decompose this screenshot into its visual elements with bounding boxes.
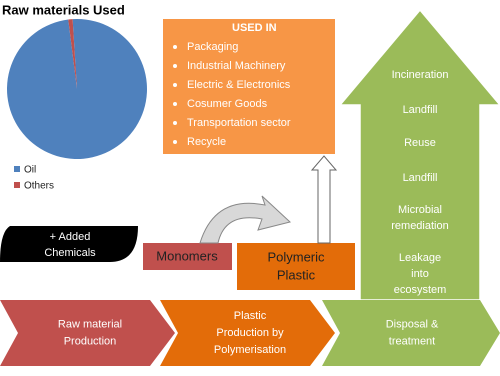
used-in-item: Industrial Machinery xyxy=(187,60,286,72)
polymeric-text: Polymeric xyxy=(267,249,325,264)
stage-chevron xyxy=(160,300,335,366)
disposal-item: Reuse xyxy=(404,137,436,149)
used-in-item: Electric & Electronics xyxy=(187,79,291,91)
disposal-item: Landfill xyxy=(403,172,438,184)
used-in-box xyxy=(161,17,337,156)
pie-title: Raw materials Used xyxy=(2,2,125,17)
used-in-item: Recycle xyxy=(187,136,226,148)
pie-slice xyxy=(68,19,77,89)
up-arrow xyxy=(310,155,338,244)
bullet xyxy=(173,121,177,125)
stage-chevron xyxy=(0,300,175,366)
stage-text: Disposal & xyxy=(386,318,439,330)
polymeric-box xyxy=(237,243,355,290)
monomers-box xyxy=(143,243,232,270)
legend-swatch xyxy=(14,166,20,172)
legend-swatch xyxy=(14,182,20,188)
disposal-item: Landfill xyxy=(403,104,438,116)
bullet xyxy=(173,45,177,49)
used-in-item: Cosumer Goods xyxy=(187,98,268,110)
stage-text: treatment xyxy=(389,335,435,347)
pie: Oil Others xyxy=(7,18,148,192)
legend-label: Oil xyxy=(24,165,36,176)
added-shape xyxy=(0,226,138,262)
stage-text: Production by xyxy=(216,327,284,339)
disposal-item: Microbial xyxy=(398,204,442,216)
disposal-item: Incineration xyxy=(392,69,449,81)
disposal-item: ecosystem xyxy=(394,284,447,296)
stage-text: Polymerisation xyxy=(214,344,286,356)
bullet xyxy=(173,102,177,106)
stage-text: Plastic xyxy=(234,310,267,322)
stage-text: Production xyxy=(64,335,117,347)
used-in-item: Transportation sector xyxy=(187,117,291,129)
disposal-item: Leakage xyxy=(399,252,441,264)
curved-arrow xyxy=(199,195,292,244)
disposal-item: remediation xyxy=(391,220,448,232)
added-text: + Added xyxy=(50,231,91,243)
pie-slice xyxy=(7,18,148,159)
used-in-title: USED IN xyxy=(232,22,277,34)
bullet xyxy=(173,83,177,87)
added-text: Chemicals xyxy=(44,247,96,259)
stage-text: Raw material xyxy=(58,318,122,330)
bullet xyxy=(173,140,177,144)
disposal-item: into xyxy=(411,268,429,280)
bullet xyxy=(173,64,177,68)
legend-label: Others xyxy=(24,181,54,192)
polymeric-text: Plastic xyxy=(277,267,316,282)
used-in-item: Packaging xyxy=(187,41,238,53)
monomers-text: Monomers xyxy=(156,248,218,263)
stage-chevron xyxy=(322,300,500,366)
